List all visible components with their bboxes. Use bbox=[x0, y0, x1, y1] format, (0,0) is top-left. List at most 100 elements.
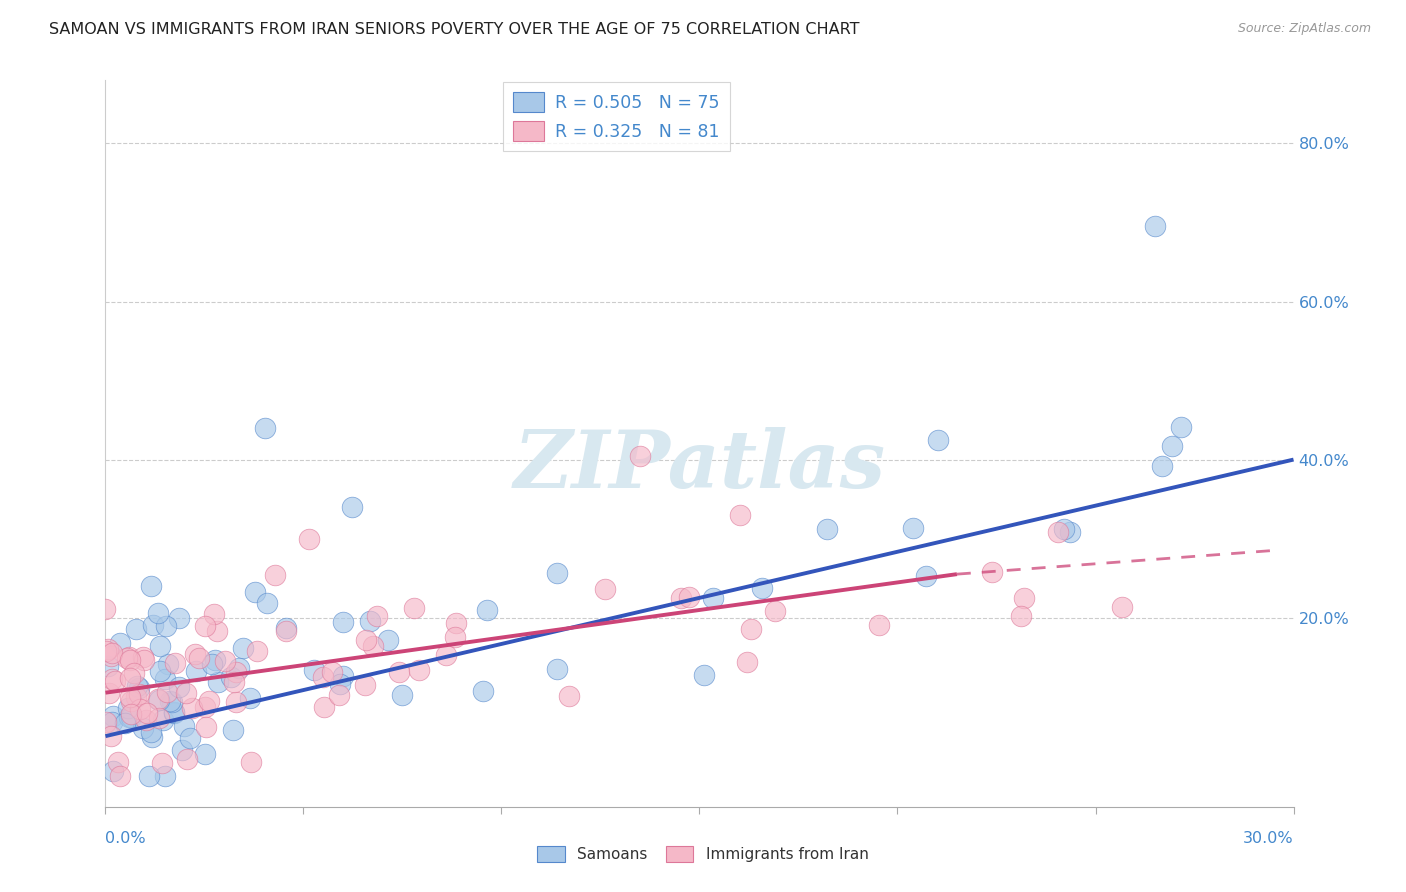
Point bbox=[228, 661, 250, 675]
Text: 0.0%: 0.0% bbox=[105, 831, 146, 846]
Point bbox=[404, 601, 426, 615]
Point bbox=[187, 651, 209, 665]
Point bbox=[194, 747, 217, 761]
Point bbox=[312, 700, 335, 714]
Point bbox=[159, 694, 181, 708]
Point bbox=[170, 742, 193, 756]
Point bbox=[763, 604, 786, 618]
Point bbox=[354, 633, 377, 648]
Point bbox=[156, 685, 179, 699]
Point bbox=[546, 566, 568, 580]
Point bbox=[312, 670, 335, 684]
Point bbox=[148, 711, 170, 725]
Point bbox=[264, 568, 287, 582]
Point bbox=[107, 756, 129, 770]
Point bbox=[155, 619, 177, 633]
Point bbox=[186, 664, 208, 678]
Point bbox=[927, 433, 949, 447]
Point bbox=[152, 713, 174, 727]
Point bbox=[118, 690, 141, 704]
Point bbox=[981, 565, 1004, 579]
Point bbox=[96, 714, 118, 729]
Point bbox=[205, 624, 228, 639]
Point bbox=[120, 707, 142, 722]
Point bbox=[391, 688, 413, 702]
Point bbox=[101, 646, 124, 660]
Point bbox=[142, 617, 165, 632]
Point bbox=[225, 695, 247, 709]
Point bbox=[120, 694, 142, 708]
Point bbox=[728, 508, 751, 522]
Point bbox=[179, 731, 201, 746]
Point bbox=[693, 668, 716, 682]
Point bbox=[340, 500, 363, 514]
Point bbox=[127, 679, 149, 693]
Point bbox=[332, 615, 354, 630]
Point bbox=[1010, 608, 1032, 623]
Point bbox=[239, 691, 262, 706]
Point bbox=[359, 614, 381, 628]
Point bbox=[1059, 525, 1081, 540]
Point bbox=[815, 522, 838, 536]
Point bbox=[198, 694, 221, 708]
Point bbox=[408, 663, 430, 677]
Point bbox=[132, 722, 155, 736]
Point bbox=[232, 640, 254, 655]
Point bbox=[101, 714, 124, 729]
Point bbox=[152, 756, 174, 770]
Point bbox=[103, 674, 125, 689]
Point bbox=[120, 653, 142, 667]
Point bbox=[100, 729, 122, 743]
Text: SAMOAN VS IMMIGRANTS FROM IRAN SENIORS POVERTY OVER THE AGE OF 75 CORRELATION CH: SAMOAN VS IMMIGRANTS FROM IRAN SENIORS P… bbox=[49, 22, 859, 37]
Text: ZIPatlas: ZIPatlas bbox=[513, 427, 886, 504]
Point bbox=[153, 769, 176, 783]
Point bbox=[329, 677, 352, 691]
Point bbox=[702, 591, 724, 605]
Point bbox=[1012, 591, 1035, 605]
Legend: Samoans, Immigrants from Iran: Samoans, Immigrants from Iran bbox=[531, 840, 875, 868]
Point bbox=[114, 715, 136, 730]
Point bbox=[207, 675, 229, 690]
Point bbox=[115, 650, 138, 665]
Point bbox=[174, 686, 197, 700]
Point bbox=[1053, 522, 1076, 536]
Point bbox=[141, 730, 163, 744]
Point bbox=[628, 449, 651, 463]
Point bbox=[167, 680, 190, 694]
Point bbox=[240, 756, 263, 770]
Point bbox=[256, 596, 278, 610]
Point bbox=[176, 751, 198, 765]
Point bbox=[96, 644, 118, 658]
Point bbox=[163, 656, 186, 670]
Point bbox=[204, 653, 226, 667]
Point bbox=[1143, 219, 1166, 234]
Point bbox=[131, 649, 153, 664]
Point bbox=[136, 706, 159, 721]
Point bbox=[117, 701, 139, 715]
Point bbox=[194, 618, 217, 632]
Point bbox=[219, 670, 242, 684]
Point bbox=[558, 689, 581, 703]
Point bbox=[128, 702, 150, 716]
Point bbox=[194, 699, 217, 714]
Point bbox=[274, 621, 297, 635]
Point bbox=[94, 601, 117, 615]
Point bbox=[246, 644, 269, 658]
Point bbox=[1161, 439, 1184, 453]
Point bbox=[148, 692, 170, 706]
Point bbox=[735, 655, 758, 669]
Point bbox=[254, 421, 277, 435]
Point bbox=[97, 686, 120, 700]
Point bbox=[361, 640, 384, 654]
Point bbox=[184, 648, 207, 662]
Point bbox=[222, 723, 245, 738]
Point bbox=[200, 657, 222, 672]
Point bbox=[132, 653, 155, 667]
Point bbox=[443, 630, 465, 644]
Point bbox=[128, 681, 150, 695]
Point bbox=[377, 632, 399, 647]
Point bbox=[751, 582, 773, 596]
Point bbox=[149, 640, 172, 654]
Point bbox=[546, 662, 568, 676]
Legend: R = 0.505   N = 75, R = 0.325   N = 81: R = 0.505 N = 75, R = 0.325 N = 81 bbox=[503, 82, 730, 152]
